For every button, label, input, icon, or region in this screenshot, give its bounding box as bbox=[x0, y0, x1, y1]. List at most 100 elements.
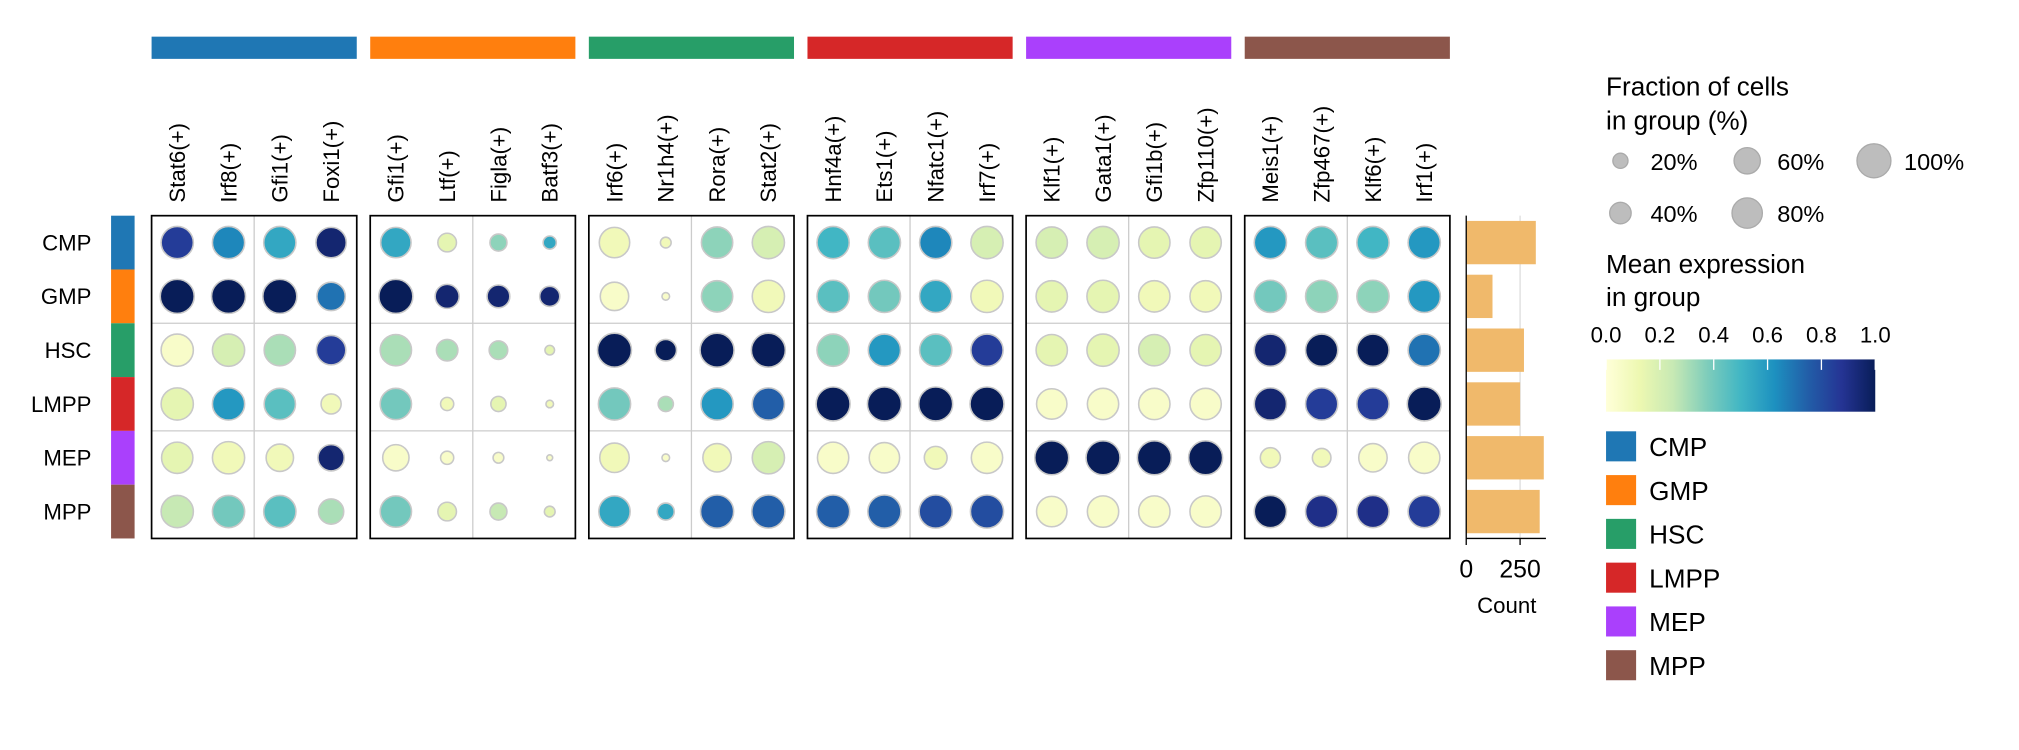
dot bbox=[490, 395, 507, 413]
dot bbox=[867, 494, 902, 529]
dot bbox=[970, 225, 1004, 260]
dot bbox=[1035, 333, 1069, 367]
dot bbox=[1189, 279, 1223, 313]
size-legend-label: 20% bbox=[1650, 149, 1697, 175]
gene-label: Irf1(+) bbox=[1412, 143, 1437, 203]
dot bbox=[379, 495, 413, 529]
gene-label: Irf6(+) bbox=[602, 143, 627, 203]
dot bbox=[751, 494, 786, 529]
dot bbox=[867, 279, 902, 314]
dot bbox=[918, 279, 953, 314]
dot bbox=[1356, 225, 1390, 260]
dot bbox=[381, 443, 410, 472]
dot bbox=[700, 387, 734, 421]
dot bbox=[917, 386, 954, 422]
dot bbox=[1407, 225, 1442, 260]
dot bbox=[1407, 333, 1442, 368]
dot bbox=[315, 334, 347, 366]
size-legend-dot bbox=[1856, 143, 1892, 179]
dot bbox=[546, 454, 554, 462]
group-color bbox=[111, 215, 135, 270]
bar bbox=[1466, 220, 1536, 265]
size-legend-dot bbox=[1609, 201, 1632, 225]
dot bbox=[211, 387, 246, 421]
group-label: MEP bbox=[43, 446, 91, 471]
dot bbox=[545, 399, 555, 409]
dot bbox=[656, 502, 676, 521]
gene-label: Stat2(+) bbox=[756, 123, 781, 203]
gene-label: Stat6(+) bbox=[165, 123, 190, 203]
legend-label: MPP bbox=[1649, 651, 1706, 681]
dot bbox=[489, 502, 508, 521]
block-frame bbox=[806, 214, 1014, 540]
gene-group-bar bbox=[588, 36, 795, 59]
dot bbox=[969, 386, 1005, 422]
dot bbox=[1407, 441, 1441, 475]
legend-title: Fraction of cells bbox=[1606, 71, 1789, 101]
dot bbox=[437, 232, 458, 253]
colorbar-tick-label: 0.0 bbox=[1591, 322, 1622, 347]
dot bbox=[320, 393, 342, 415]
colorbar-tick-label: 0.2 bbox=[1644, 322, 1675, 347]
dot bbox=[263, 333, 297, 367]
dot bbox=[868, 441, 901, 474]
dot bbox=[654, 338, 678, 362]
colorbar-tick-label: 0.8 bbox=[1806, 322, 1837, 347]
dot bbox=[315, 226, 348, 259]
dot bbox=[543, 505, 556, 518]
dot bbox=[1086, 279, 1120, 314]
dot bbox=[816, 333, 851, 368]
bar bbox=[1466, 436, 1544, 480]
dot bbox=[1137, 495, 1171, 529]
dot bbox=[317, 498, 345, 525]
dot bbox=[1189, 387, 1223, 421]
dot bbox=[699, 494, 735, 529]
dot bbox=[439, 450, 455, 466]
gene-group-bar bbox=[1026, 36, 1232, 59]
gene-label: Batf3(+) bbox=[538, 123, 563, 203]
gene-label: Rora(+) bbox=[705, 127, 730, 203]
dot bbox=[867, 225, 902, 260]
gene-label: Klf1(+) bbox=[1040, 137, 1065, 203]
dot bbox=[263, 387, 297, 421]
dot bbox=[1304, 225, 1339, 260]
dot bbox=[1189, 226, 1223, 260]
dot bbox=[1357, 442, 1388, 473]
colorbar-tick-label: 0.4 bbox=[1698, 322, 1729, 347]
legend-title: in group bbox=[1606, 282, 1700, 312]
dot bbox=[970, 333, 1004, 368]
dot bbox=[598, 442, 630, 474]
dot bbox=[1137, 333, 1171, 367]
dot bbox=[1086, 495, 1120, 529]
dot bbox=[1259, 446, 1282, 469]
dot bbox=[1189, 333, 1223, 367]
size-legend-dot bbox=[1731, 197, 1764, 229]
gene-group-bar bbox=[370, 36, 576, 59]
bar bbox=[1466, 382, 1521, 426]
dot bbox=[1086, 333, 1120, 368]
gene-label: Irf7(+) bbox=[975, 143, 1000, 203]
dot bbox=[751, 225, 786, 260]
gene-group-bar bbox=[807, 36, 1013, 59]
dot bbox=[1253, 225, 1288, 260]
gene-label: Nr1h4(+) bbox=[654, 114, 679, 202]
dot bbox=[1356, 494, 1390, 529]
group-color bbox=[111, 323, 135, 378]
gene-label: Ltf(+) bbox=[435, 150, 460, 202]
dot bbox=[816, 279, 851, 314]
dot bbox=[596, 332, 633, 368]
block-frame bbox=[369, 214, 577, 540]
dot bbox=[1253, 279, 1288, 314]
x-tick-label: 250 bbox=[1499, 557, 1540, 584]
dot bbox=[699, 332, 735, 368]
dot bbox=[159, 278, 196, 315]
dot bbox=[700, 279, 734, 313]
group-color bbox=[111, 430, 135, 485]
gene-label: Figla(+) bbox=[486, 127, 511, 203]
dot bbox=[657, 395, 675, 413]
dot bbox=[439, 396, 455, 412]
size-legend-label: 40% bbox=[1650, 201, 1697, 227]
x-tick-label: 0 bbox=[1459, 557, 1473, 584]
dot bbox=[659, 236, 672, 249]
